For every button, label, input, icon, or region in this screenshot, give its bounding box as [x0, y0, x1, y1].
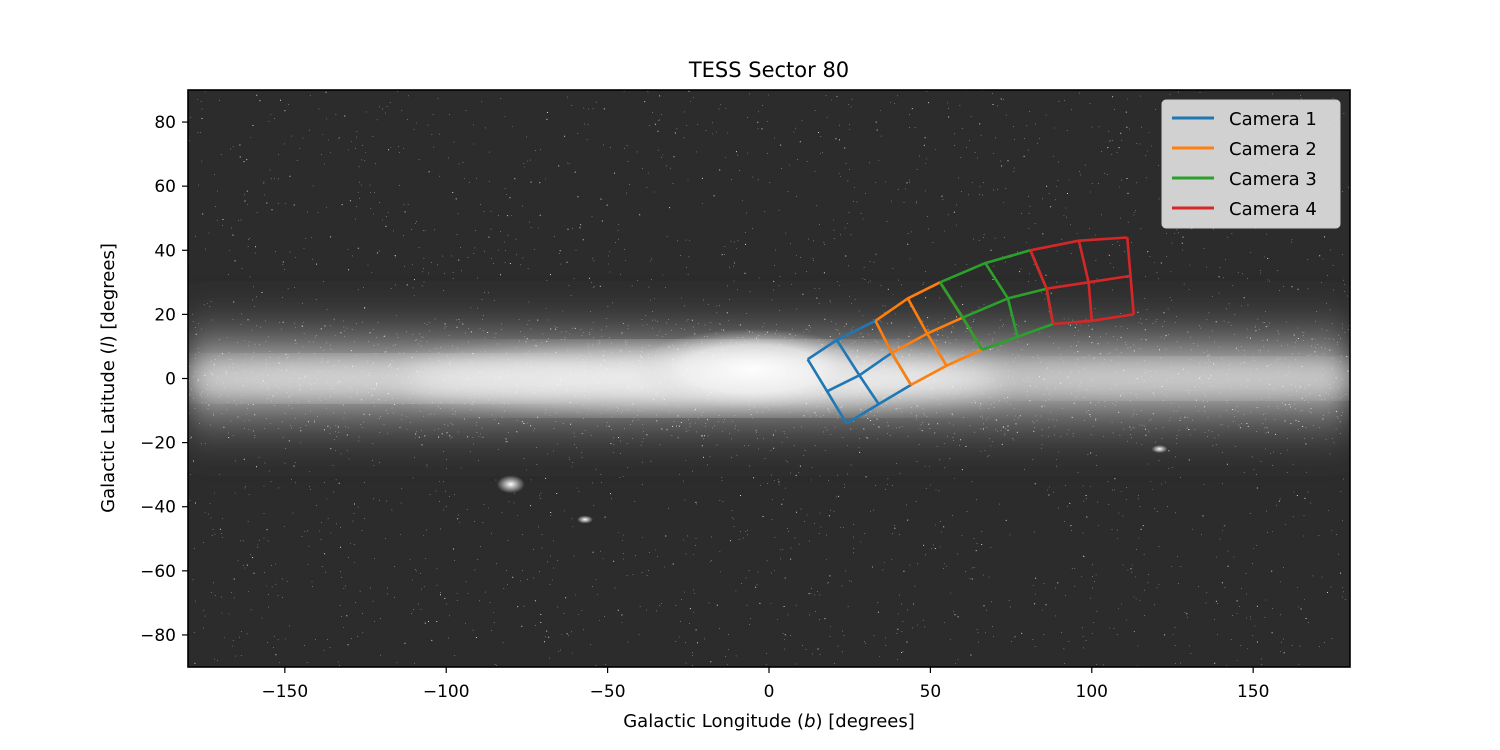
x-tick-label: −50	[590, 682, 626, 702]
bright-feature	[1151, 445, 1168, 454]
footprint-column-line	[1029, 249, 1055, 325]
y-tick-label: −60	[140, 562, 176, 582]
x-tick-label: 100	[1076, 682, 1108, 702]
plot-area	[188, 90, 1350, 667]
x-tick-label: −150	[261, 682, 308, 702]
y-tick-label: 80	[154, 113, 176, 133]
legend: Camera 1 Camera 2 Camera 3 Camera 4	[1161, 99, 1341, 229]
footprint-column-line	[835, 339, 880, 405]
legend-box	[1161, 99, 1341, 229]
y-axis-ticks: −80 −60 −40 −20 0 20 40 60 80	[140, 113, 188, 646]
y-tick-label: 0	[165, 370, 176, 390]
footprint-column-line	[939, 281, 984, 351]
y-tick-label: −20	[140, 434, 176, 454]
x-axis-label: Galactic Longitude (b) [degrees]	[623, 711, 915, 732]
footprint-column-line	[874, 320, 913, 386]
bright-feature	[577, 515, 594, 524]
milky-way-band	[188, 288, 1350, 469]
x-tick-label: 50	[920, 682, 942, 702]
y-tick-label: 60	[154, 177, 176, 197]
legend-label: Camera 2	[1229, 139, 1317, 160]
outer-disk-left	[188, 360, 582, 397]
bright-features	[496, 445, 1168, 524]
galactic-center-glow	[632, 328, 873, 409]
camera-footprints	[806, 236, 1135, 425]
chart-title: TESS Sector 80	[688, 58, 849, 82]
y-tick-label: −40	[140, 498, 176, 518]
footprint-column-line	[1077, 240, 1094, 321]
y-tick-label: −80	[140, 626, 176, 646]
legend-label: Camera 4	[1229, 199, 1317, 220]
legend-label: Camera 3	[1229, 169, 1317, 190]
footprint-column-line	[906, 297, 948, 367]
y-tick-label: 40	[154, 241, 176, 261]
outer-disk-right	[988, 362, 1350, 395]
footprint-column-line	[984, 262, 1019, 338]
camera-footprint	[1029, 236, 1135, 326]
footprint-column-line	[806, 358, 848, 425]
y-tick-label: 20	[154, 305, 176, 325]
x-axis-ticks: −150 −100 −50 0 50 100 150	[261, 667, 1269, 702]
footprint-column-line	[1126, 237, 1135, 315]
legend-entries: Camera 1 Camera 2 Camera 3 Camera 4	[1172, 109, 1317, 220]
legend-label: Camera 1	[1229, 109, 1317, 130]
x-tick-label: 0	[764, 682, 775, 702]
y-axis-label: Galactic Latitude (l) [degrees]	[98, 243, 119, 513]
x-tick-label: −100	[423, 682, 470, 702]
x-tick-label: 150	[1237, 682, 1269, 702]
bright-feature	[496, 475, 525, 494]
